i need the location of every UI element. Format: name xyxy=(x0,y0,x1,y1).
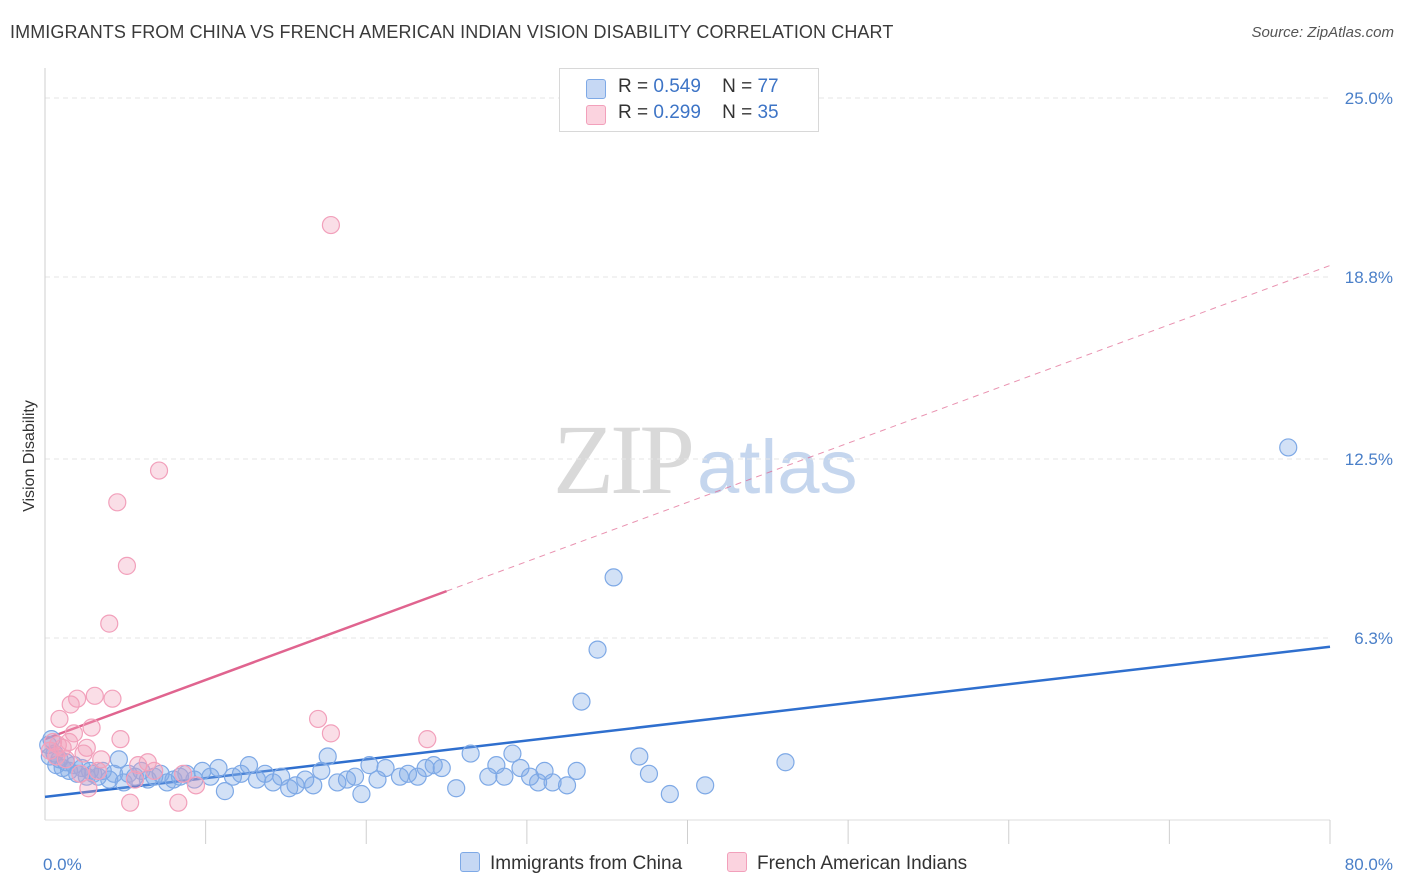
data-point-french-american-indians xyxy=(186,776,206,795)
axes xyxy=(44,68,1331,844)
watermark-atlas: atlas xyxy=(697,425,858,510)
series-swatch-french-american-indians xyxy=(727,852,747,872)
data-point-french-american-indians xyxy=(100,614,119,633)
trend-line-french-american-indians xyxy=(44,589,447,741)
data-point-china xyxy=(109,750,128,769)
legend-n-value: 77 xyxy=(757,76,779,97)
data-point-french-american-indians xyxy=(79,779,98,798)
data-point-china xyxy=(529,773,548,792)
y-tick-label: 6.3% xyxy=(1354,629,1393,648)
series-name-french-american-indians: French American Indians xyxy=(757,853,968,874)
legend-n-value: 35 xyxy=(757,102,779,123)
grid-lines xyxy=(45,97,1330,639)
data-point-french-american-indians xyxy=(64,724,84,743)
chart-title: IMMIGRANTS FROM CHINA VS FRENCH AMERICAN… xyxy=(10,22,894,42)
data-point-china xyxy=(376,758,395,778)
legend-r-label: R = xyxy=(618,102,649,123)
data-point-french-american-indians xyxy=(117,556,137,575)
data-point-french-american-indians xyxy=(56,750,75,769)
data-point-french-american-indians xyxy=(169,793,188,812)
series-legend-french-american-indians: French American Indians xyxy=(727,852,967,875)
data-point-china xyxy=(557,776,577,795)
data-point-french-american-indians xyxy=(145,761,164,781)
watermark: ZIPatlas xyxy=(553,402,858,517)
data-point-china xyxy=(604,568,623,587)
data-point-china xyxy=(588,640,607,659)
x-tick-label: 80.0% xyxy=(1345,855,1393,874)
legend-n-label: N = xyxy=(722,76,753,97)
trend-line-french-american-indians-extension xyxy=(446,265,1331,592)
data-point-french-american-indians xyxy=(321,215,341,235)
tick-labels: 6.3% 12.5% 18.8% 25.0% 0.0% 80.0% xyxy=(43,89,1393,874)
data-point-china xyxy=(495,767,514,786)
data-point-china xyxy=(447,779,466,798)
data-point-french-american-indians xyxy=(308,709,328,729)
data-points xyxy=(39,215,1298,812)
y-tick-label: 12.5% xyxy=(1345,450,1393,469)
watermark-zip: ZIP xyxy=(553,404,695,515)
data-point-china xyxy=(286,776,305,795)
data-point-french-american-indians xyxy=(48,735,67,755)
y-tick-label: 25.0% xyxy=(1345,89,1393,108)
data-point-china xyxy=(345,767,365,786)
data-point-china xyxy=(352,784,371,804)
x-tick-label: 0.0% xyxy=(43,855,82,874)
data-point-china xyxy=(503,744,522,763)
data-point-china xyxy=(432,758,451,778)
data-point-french-american-indians xyxy=(149,461,169,480)
legend: R = 0.549 N = 77 R = 0.299 N = 35 xyxy=(559,68,819,132)
data-point-china xyxy=(318,747,337,766)
data-point-china xyxy=(776,753,795,772)
data-point-french-american-indians xyxy=(71,764,90,783)
data-point-china xyxy=(696,776,715,795)
y-tick-label: 18.8% xyxy=(1345,268,1393,287)
data-point-china xyxy=(567,761,586,781)
data-point-china xyxy=(630,747,649,766)
trend-lines xyxy=(44,265,1331,799)
data-point-china xyxy=(639,764,659,783)
source-credit: Source: ZipAtlas.com xyxy=(1251,24,1394,41)
data-point-french-american-indians xyxy=(74,744,93,763)
data-point-french-american-indians xyxy=(121,793,140,812)
data-point-french-american-indians xyxy=(321,724,341,743)
legend-r-label: R = xyxy=(618,76,649,97)
data-point-french-american-indians xyxy=(82,718,101,737)
data-point-french-american-indians xyxy=(59,732,79,752)
data-point-french-american-indians xyxy=(68,689,87,708)
series-swatch-china xyxy=(460,852,480,872)
data-point-french-american-indians xyxy=(50,709,69,729)
data-point-french-american-indians xyxy=(77,738,96,757)
data-point-french-american-indians xyxy=(103,689,122,708)
data-point-french-american-indians xyxy=(174,764,193,783)
data-point-china xyxy=(215,782,234,801)
data-point-china xyxy=(461,744,480,763)
legend-r-value: 0.299 xyxy=(653,102,701,123)
legend-n-label: N = xyxy=(722,102,753,123)
series-name-china: Immigrants from China xyxy=(490,853,683,874)
series-legend-china: Immigrants from China xyxy=(460,852,682,875)
data-point-china xyxy=(209,758,228,778)
data-point-french-american-indians xyxy=(125,770,145,789)
data-point-china xyxy=(304,776,323,795)
data-point-china xyxy=(543,773,562,792)
data-point-china xyxy=(114,773,133,792)
data-point-french-american-indians xyxy=(85,686,104,705)
y-axis-label: Vision Disability xyxy=(21,400,38,512)
data-point-china xyxy=(572,692,591,711)
data-point-french-american-indians xyxy=(43,732,63,752)
data-point-french-american-indians xyxy=(88,761,108,781)
data-point-french-american-indians xyxy=(92,750,111,769)
data-point-china xyxy=(239,756,259,775)
data-point-china xyxy=(660,784,679,804)
legend-r-value: 0.549 xyxy=(653,76,701,97)
data-point-french-american-indians xyxy=(108,493,127,512)
data-point-french-american-indians xyxy=(111,730,130,749)
data-point-french-american-indians xyxy=(418,730,437,749)
data-point-china xyxy=(1279,438,1298,457)
legend-swatch-china xyxy=(586,79,606,99)
legend-swatch-french-american-indians xyxy=(586,105,606,125)
